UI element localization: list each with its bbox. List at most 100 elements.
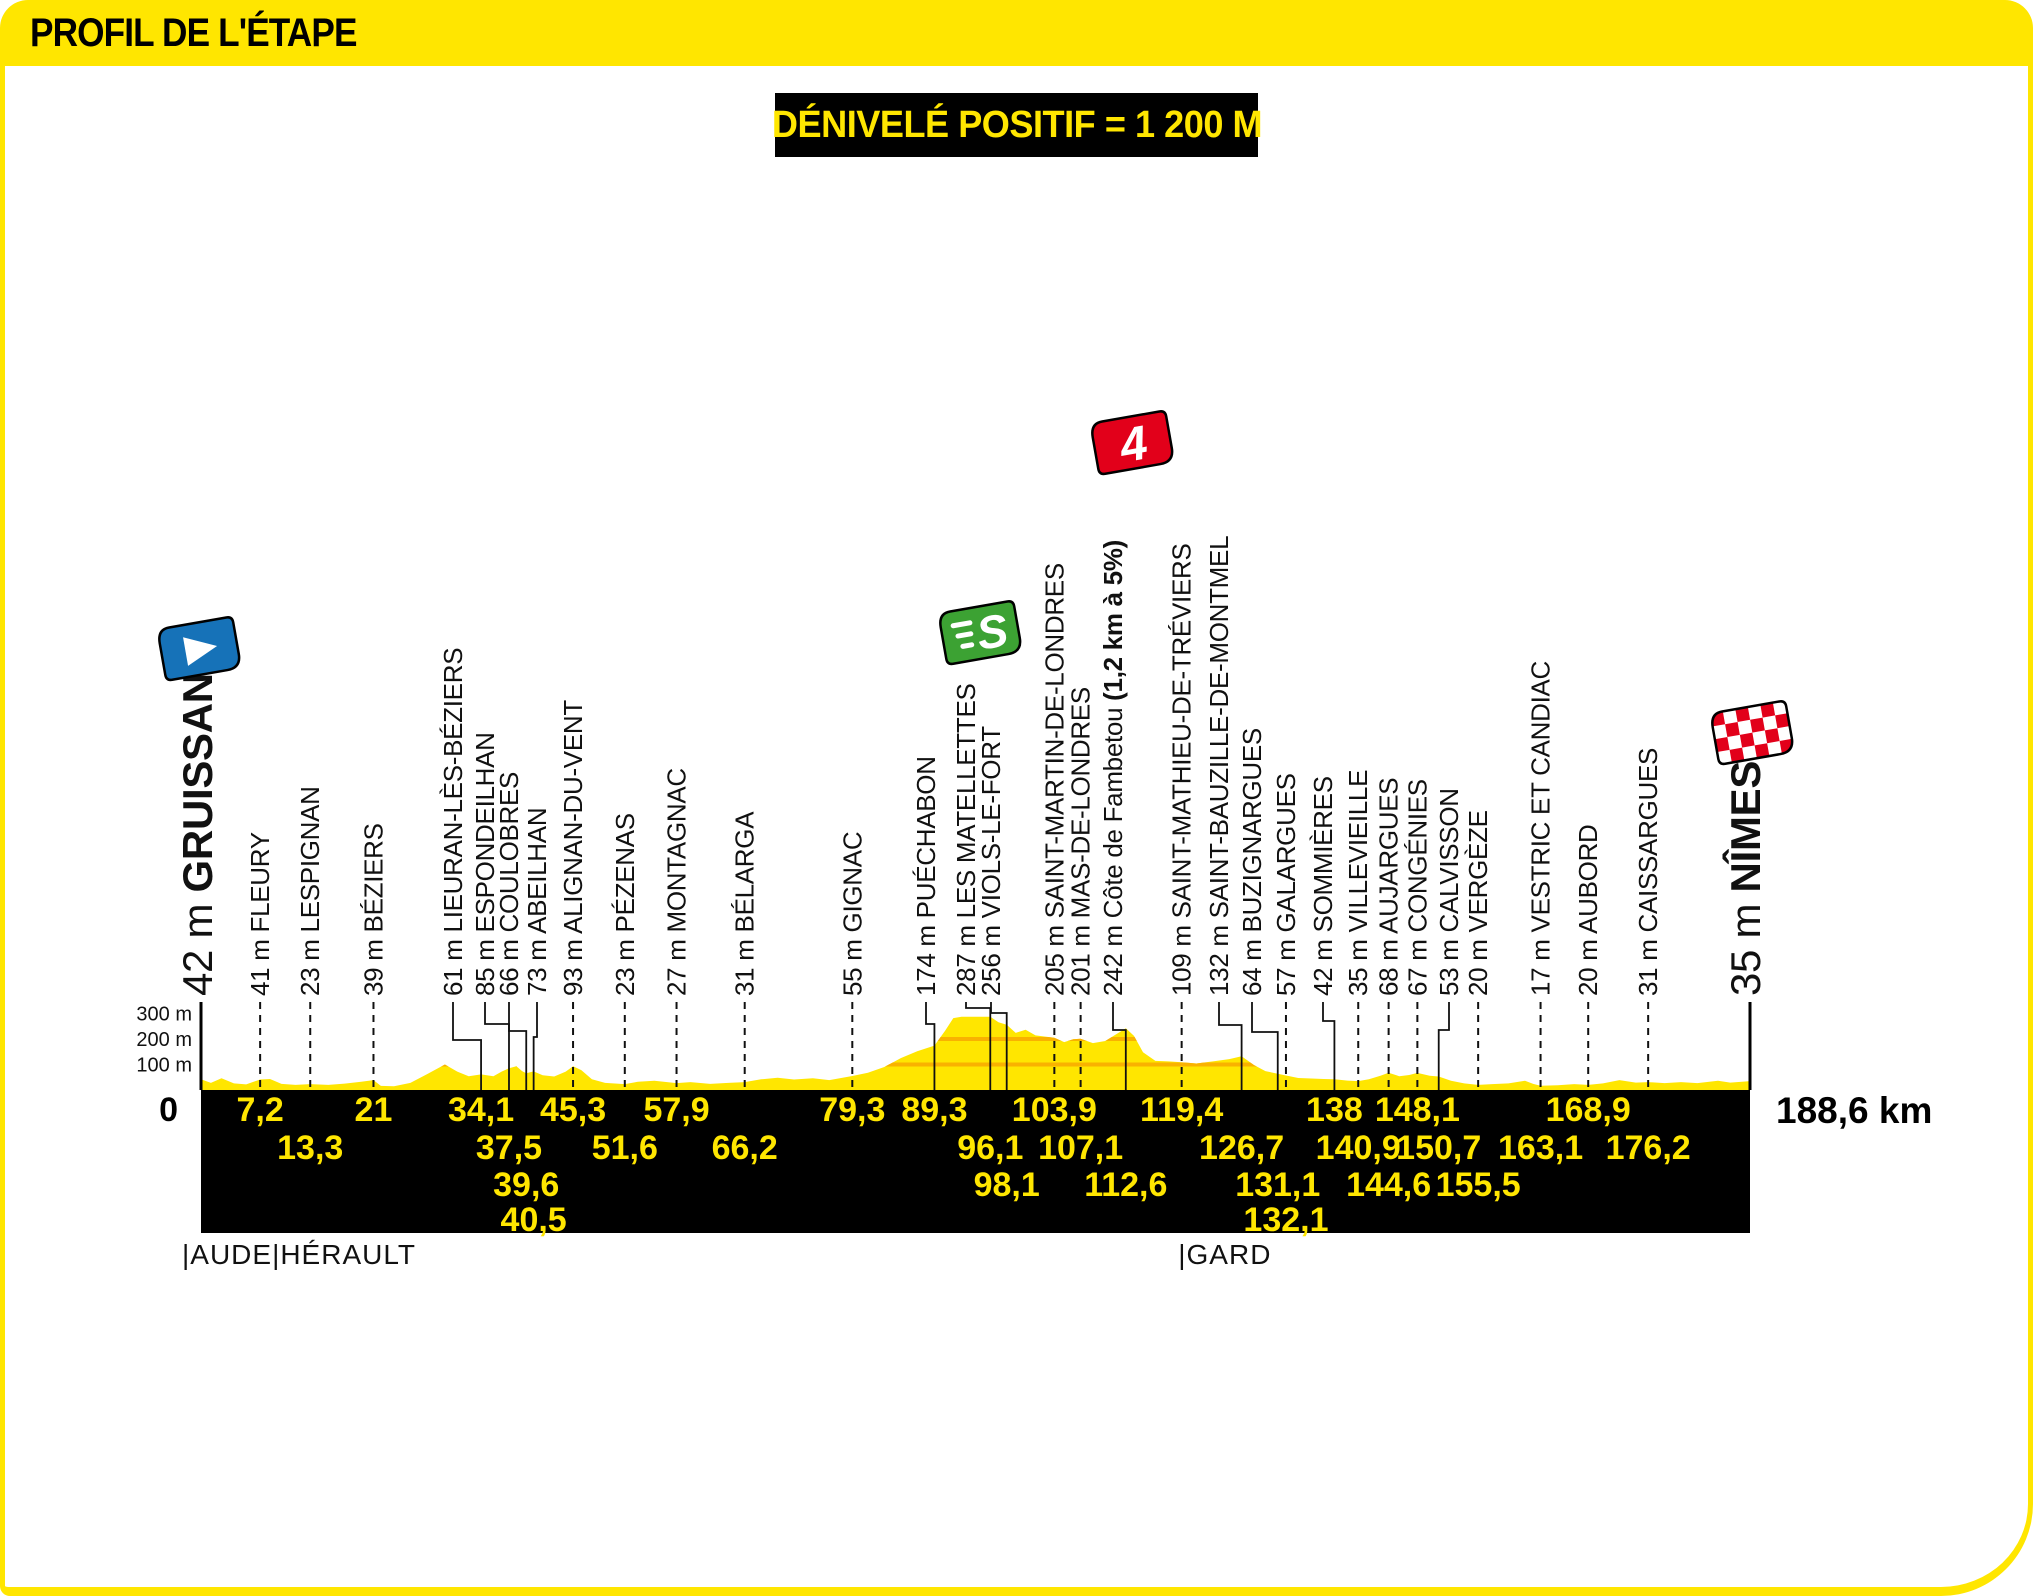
waypoint-name: FLEURY (245, 832, 275, 932)
distance-total-label: 188,6 km (1776, 1090, 1932, 1131)
waypoint-label: 53 m CALVISSON (1434, 788, 1464, 996)
waypoint-name: LIEURAN-LÈS-BÉZIERS (438, 648, 468, 933)
start-flag-triangle-icon (183, 637, 218, 666)
waypoint-name: NÎMES (1721, 761, 1769, 893)
waypoint-name: PÉZENAS (610, 813, 640, 932)
waypoint-name: MONTAGNAC (662, 768, 692, 932)
distance-label: 34,1 (448, 1091, 514, 1129)
check-cell (1739, 732, 1755, 748)
waypoint-label: 93 m ALIGNAN-DU-VENT (558, 700, 588, 996)
waypoint-elevation: 35 m (1343, 932, 1373, 996)
waypoint-label: 61 m LIEURAN-LÈS-BÉZIERS (438, 648, 468, 996)
waypoint-connector (1218, 1002, 1243, 1090)
waypoint-name: BÉLARGA (730, 811, 760, 933)
waypoint-elevation: 201 m (1066, 918, 1096, 996)
cat4-badge: 4 (1091, 410, 1174, 476)
elevation-profile-area (201, 1016, 1750, 1090)
distance-label: 163,1 (1498, 1129, 1583, 1167)
waypoint-label: 242 m Côte de Fambetou (1,2 km à 5%) (1098, 540, 1128, 996)
waypoint-elevation: 132 m (1204, 918, 1234, 996)
waypoint-elevation: 23 m (610, 932, 640, 996)
distance-label: 13,3 (277, 1129, 343, 1167)
waypoint-name: SAINT-BAUZILLE-DE-MONTMEL (1204, 536, 1234, 919)
waypoint-connector (1437, 1002, 1450, 1090)
distance-label: 150,7 (1396, 1129, 1481, 1167)
y-axis-tick-label: 200 m (136, 1029, 192, 1051)
waypoint-elevation: 174 m (911, 918, 941, 996)
distance-label: 144,6 (1346, 1166, 1431, 1204)
check-cell (1760, 702, 1776, 718)
waypoint-name: CONGÉNIES (1402, 779, 1432, 932)
waypoint-name: VIOLS-LE-FORT (976, 726, 1006, 919)
distance-label: 126,7 (1199, 1129, 1284, 1167)
waypoint-name: AUJARGUES (1374, 778, 1404, 934)
waypoint-label: 31 m BÉLARGA (730, 811, 760, 996)
waypoint-label: 132 m SAINT-BAUZILLE-DE-MONTMEL (1204, 536, 1234, 996)
waypoint-label: 23 m PÉZENAS (610, 813, 640, 996)
waypoint-label: 67 m CONGÉNIES (1402, 779, 1432, 996)
waypoint-name: VILLEVIEILLE (1343, 770, 1373, 933)
waypoint-name: SAINT-MATHIEU-DE-TRÉVIERS (1167, 543, 1197, 918)
waypoint-elevation: 61 m (438, 932, 468, 996)
waypoint-label: 55 m GIGNAC (837, 832, 867, 996)
cat4-flag-shape (1091, 410, 1174, 476)
waypoint-connector (990, 1002, 1008, 1090)
y-axis-tick-label: 300 m (136, 1004, 192, 1026)
finish-flag (1710, 700, 1795, 766)
waypoint-name: MAS-DE-LONDRES (1066, 687, 1096, 918)
distance-label: 119,4 (1140, 1091, 1223, 1129)
waypoint-label: 64 m BUZIGNARGUES (1237, 728, 1267, 996)
waypoint-elevation: 93 m (558, 934, 588, 996)
check-cell (1754, 743, 1770, 759)
waypoint-elevation: 73 m (522, 934, 552, 996)
department-label: |GARD (1178, 1239, 1271, 1270)
distance-label: 98,1 (974, 1166, 1040, 1204)
distance-label: 7,2 (237, 1091, 284, 1129)
distance-label: 155,5 (1436, 1166, 1521, 1204)
waypoint-connector (508, 1002, 528, 1090)
distance-label: 57,9 (643, 1091, 709, 1129)
waypoint-label: 42 m SOMMIÈRES (1308, 776, 1338, 996)
sprint-flag-shape (939, 600, 1022, 666)
waypoint-label: 201 m MAS-DE-LONDRES (1066, 687, 1096, 996)
distance-label: 79,3 (819, 1091, 885, 1129)
waypoint-elevation: 39 m (358, 932, 388, 996)
waypoint-elevation: 27 m (662, 932, 692, 996)
waypoint-elevation: 205 m (1039, 918, 1069, 996)
waypoint-label: 174 m PUÉCHABON (911, 756, 941, 996)
sprint-speed-line-icon (950, 620, 973, 629)
waypoint-connector (965, 1002, 992, 1090)
waypoint-label: 287 m LES MATELLETTES (951, 683, 981, 996)
distance-label: 45,3 (540, 1091, 606, 1129)
waypoint-label: 27 m MONTAGNAC (662, 768, 692, 996)
distance-label: 51,6 (592, 1129, 658, 1167)
department-label: |AUDE|HÉRAULT (182, 1239, 416, 1270)
distance-label: 132,1 (1243, 1201, 1328, 1239)
finish-flag-outline (1711, 700, 1794, 766)
distance-label: 39,6 (493, 1166, 559, 1204)
waypoint-name: PUÉCHABON (911, 756, 941, 918)
waypoint-name: LESPIGNAN (295, 786, 325, 932)
distance-label: 66,2 (712, 1129, 778, 1167)
check-cell (1750, 717, 1765, 733)
distance-label: 176,2 (1606, 1129, 1691, 1167)
distance-label: 107,1 (1038, 1129, 1123, 1167)
waypoint-label: 68 m AUJARGUES (1374, 778, 1404, 996)
waypoint-name: AUBORD (1573, 824, 1603, 933)
waypoint-connector (1322, 1002, 1336, 1090)
sprint-speed-line-icon (960, 642, 975, 649)
waypoint-connector (452, 1002, 482, 1090)
check-cell (1775, 713, 1790, 729)
elevation-gain-label: DÉNIVELÉ POSITIF = 1 200 M (771, 103, 1262, 146)
waypoint-name: ALIGNAN-DU-VENT (558, 700, 588, 934)
distance-label: 138 (1306, 1091, 1363, 1129)
waypoint-label: 20 m VERGÈZE (1463, 810, 1493, 996)
waypoint-label: 57 m GALARGUES (1271, 773, 1301, 996)
distance-label: 89,3 (901, 1091, 967, 1129)
waypoint-elevation: 66 m (494, 932, 524, 996)
waypoint-elevation: 35 m (1722, 892, 1769, 996)
waypoint-label: 256 m VIOLS-LE-FORT (976, 726, 1006, 996)
waypoint-elevation: 287 m (951, 918, 981, 996)
waypoint-name: GRUISSAN (174, 673, 221, 892)
